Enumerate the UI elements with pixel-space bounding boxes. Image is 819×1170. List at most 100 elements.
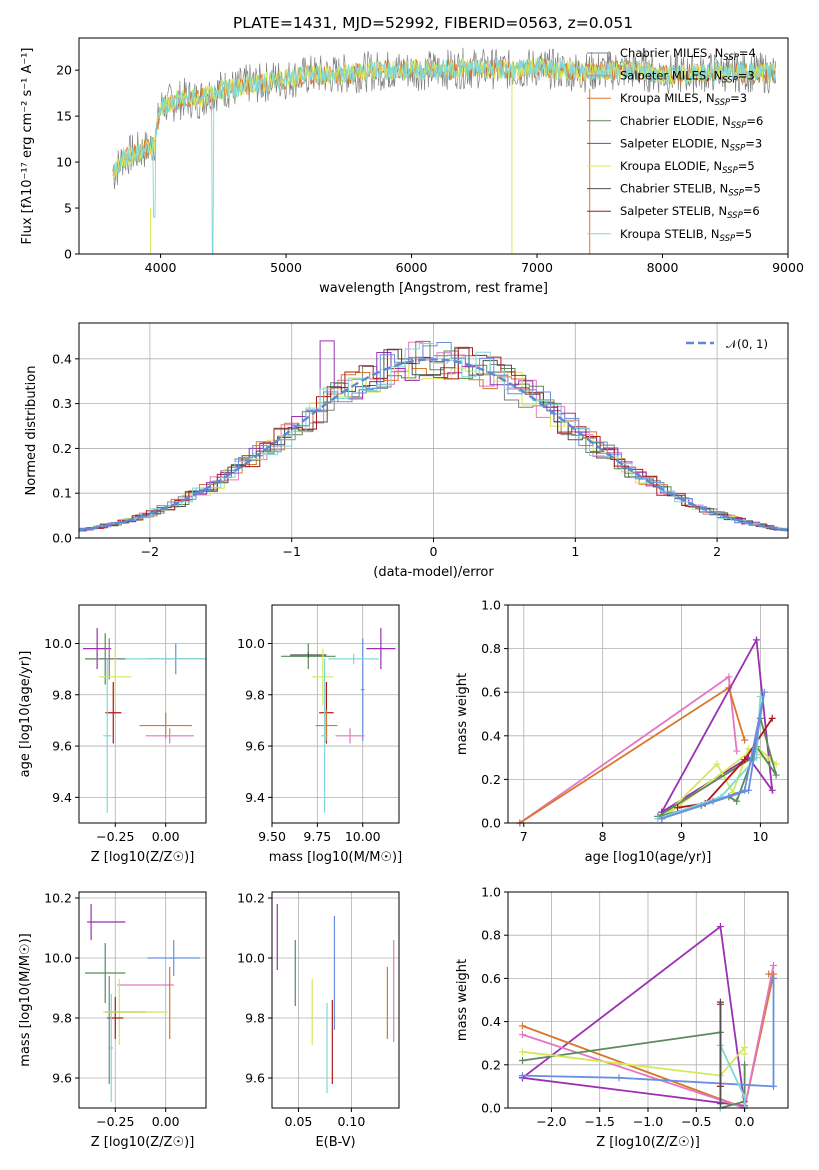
y-tick-label: 0.0 bbox=[481, 816, 501, 831]
y-tick-label: 0.2 bbox=[52, 441, 72, 456]
weight-marker bbox=[741, 1050, 749, 1058]
weight-marker bbox=[716, 1100, 724, 1108]
weight-marker bbox=[770, 974, 778, 982]
y-tick-label: 10.0 bbox=[237, 636, 265, 651]
axes-frame bbox=[78, 891, 207, 1109]
y-tick-label: 0.0 bbox=[481, 1101, 501, 1116]
weight-marker bbox=[733, 797, 741, 805]
weight-marker bbox=[725, 673, 733, 681]
x-tick-label: 0.00 bbox=[152, 1114, 180, 1129]
x-tick-label: 0.00 bbox=[152, 829, 180, 844]
panel-3: 9.50 9.75 10.00 9.4 9.6 9.8 10.0 mass [log10(M/… bbox=[237, 604, 402, 865]
x-axis-label: mass [log10(M/M☉)] bbox=[269, 850, 402, 865]
y-tick-label: 15 bbox=[56, 109, 72, 124]
y-tick-label: 0.4 bbox=[52, 351, 72, 366]
y-tick-label: 0.1 bbox=[52, 486, 72, 501]
weight-marker bbox=[770, 961, 778, 969]
y-tick-label: 0.2 bbox=[481, 772, 501, 787]
x-tick-label: −1.0 bbox=[633, 1114, 663, 1129]
y-tick-label: 0.0 bbox=[52, 531, 72, 546]
x-tick-label: 9.50 bbox=[258, 829, 286, 844]
axes-frame bbox=[507, 604, 789, 824]
y-tick-label: 10.0 bbox=[237, 951, 265, 966]
y-tick-label: 10 bbox=[56, 155, 72, 170]
x-axis-label: E(B-V) bbox=[315, 1135, 355, 1150]
weight-marker bbox=[658, 815, 666, 823]
x-tick-label: 9 bbox=[678, 829, 686, 844]
x-tick-label: 1 bbox=[571, 544, 579, 559]
legend-entry: Salpeter ELODIE, NSSP=3 bbox=[620, 136, 762, 153]
y-tick-label: 0.6 bbox=[481, 685, 501, 700]
panel-5: −0.25 0.00 9.6 9.8 10.0 10.2 Z [log10(Z/Z☉)] ma… bbox=[18, 891, 207, 1150]
y-axis-label: Flux [fλ10⁻¹⁷ erg cm⁻² s⁻¹ A⁻¹] bbox=[20, 48, 35, 245]
x-axis-label: age [log10(age/yr)] bbox=[585, 850, 712, 865]
y-axis-label: age [log10(age/yr)] bbox=[18, 651, 33, 778]
x-axis-label: Z [log10(Z/Z☉)] bbox=[91, 1135, 195, 1150]
x-tick-label: 0.0 bbox=[735, 1114, 755, 1129]
weight-marker bbox=[733, 747, 741, 755]
weight-marker bbox=[741, 1044, 749, 1052]
panel-6: 0.05 0.10 9.6 9.8 10.0 10.2 E(B-V) bbox=[237, 891, 400, 1150]
axes-frame bbox=[271, 891, 400, 1109]
x-axis-label: Z [log10(Z/Z☉)] bbox=[596, 1135, 700, 1150]
weight-marker bbox=[752, 636, 760, 644]
x-tick-label: 7 bbox=[520, 829, 528, 844]
y-tick-label: 9.4 bbox=[245, 790, 265, 805]
y-tick-label: 10.2 bbox=[44, 891, 72, 906]
weight-marker bbox=[741, 756, 749, 764]
weight-marker bbox=[741, 736, 749, 744]
weight-marker bbox=[745, 786, 753, 794]
x-tick-label: 10 bbox=[752, 829, 768, 844]
x-axis-label: (data-model)/error bbox=[373, 565, 494, 580]
y-tick-label: 9.6 bbox=[245, 739, 265, 754]
x-tick-label: −0.25 bbox=[96, 1114, 134, 1129]
y-tick-label: 0.8 bbox=[481, 641, 501, 656]
weight-line bbox=[661, 692, 766, 820]
weight-line bbox=[521, 924, 746, 1107]
weight-marker bbox=[716, 998, 724, 1006]
y-tick-label: 5 bbox=[64, 201, 72, 216]
y-axis-label: mass [log10(M/M☉)] bbox=[18, 933, 33, 1066]
x-tick-label: 9.75 bbox=[303, 829, 331, 844]
weight-marker bbox=[615, 1074, 623, 1082]
weight-marker bbox=[768, 786, 776, 794]
y-tick-label: 10.0 bbox=[44, 951, 72, 966]
gaussian-curve bbox=[78, 358, 789, 532]
weight-marker bbox=[760, 688, 768, 696]
x-axis-label: wavelength [Angstrom, rest frame] bbox=[319, 281, 548, 296]
y-tick-label: 0.8 bbox=[481, 928, 501, 943]
y-tick-label: 0.4 bbox=[481, 728, 501, 743]
y-tick-label: 0 bbox=[64, 247, 72, 262]
weight-marker bbox=[768, 714, 776, 722]
spectrum-line bbox=[112, 57, 776, 179]
weight-marker bbox=[772, 771, 780, 779]
weight-marker bbox=[709, 797, 717, 805]
y-tick-label: 9.6 bbox=[52, 739, 72, 754]
y-tick-label: 9.6 bbox=[52, 1071, 72, 1086]
legend-entry: Kroupa ELODIE, NSSP=5 bbox=[620, 159, 755, 176]
x-tick-label: −0.5 bbox=[681, 1114, 711, 1129]
x-tick-label: 6000 bbox=[396, 260, 428, 275]
y-tick-label: 0.6 bbox=[481, 971, 501, 986]
x-tick-label: −0.25 bbox=[96, 829, 134, 844]
y-axis-label: mass weight bbox=[455, 959, 470, 1041]
spectrum-line bbox=[112, 57, 776, 254]
weight-marker bbox=[713, 760, 721, 768]
weight-marker bbox=[741, 1061, 749, 1069]
y-tick-label: 9.6 bbox=[245, 1071, 265, 1086]
axes-frame bbox=[78, 604, 207, 824]
x-tick-label: 8 bbox=[599, 829, 607, 844]
legend-entry: Kroupa STELIB, NSSP=5 bbox=[620, 227, 752, 244]
legend-entry: Salpeter STELIB, NSSP=6 bbox=[620, 204, 760, 221]
x-tick-label: 10.00 bbox=[345, 829, 381, 844]
panel-4: 7 8 9 10 0.0 0.2 0.4 0.6 0.8 1.0 age [log10(age/yr… bbox=[455, 598, 789, 865]
weight-marker bbox=[518, 1031, 526, 1039]
weight-marker bbox=[518, 1022, 526, 1030]
y-tick-label: 0.2 bbox=[481, 1057, 501, 1072]
y-tick-label: 10.0 bbox=[44, 636, 72, 651]
weight-marker bbox=[741, 1093, 749, 1101]
legend-entry: Kroupa MILES, NSSP=3 bbox=[620, 91, 747, 108]
x-tick-label: 9000 bbox=[772, 260, 804, 275]
x-tick-label: 8000 bbox=[647, 260, 679, 275]
